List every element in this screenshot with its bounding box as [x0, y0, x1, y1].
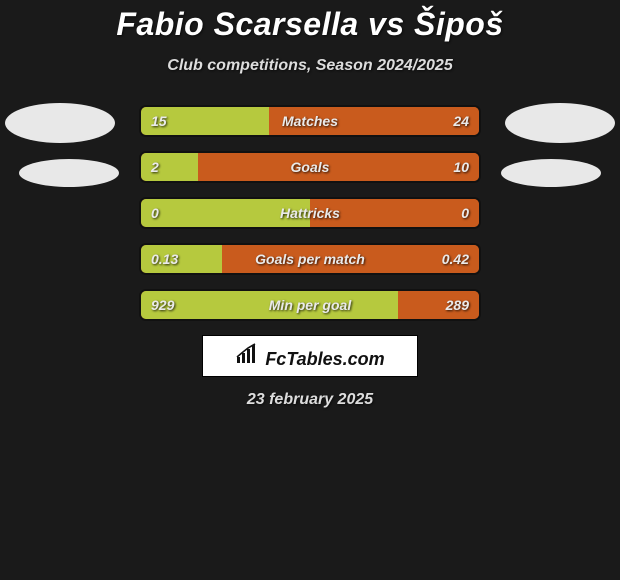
bar-segment-right — [198, 153, 479, 181]
snapshot-date: 23 february 2025 — [0, 391, 620, 409]
brand-chart-icon — [235, 343, 261, 365]
comparison-card: Fabio Scarsella vs Šipoš Club competitio… — [0, 0, 620, 409]
brand-text: FcTables.com — [265, 349, 384, 370]
bar-row: 0.13Goals per match0.42 — [139, 243, 481, 275]
brand-badge: FcTables.com — [202, 335, 418, 377]
bar-segment-right — [269, 107, 479, 135]
comparison-bars: 15Matches24 2Goals10 0Hattricks0 0.13Goals … — [139, 105, 481, 321]
team-left-badge — [19, 159, 119, 187]
bar-row: 0Hattricks0 — [139, 197, 481, 229]
bar-segment-left — [141, 291, 398, 319]
page-title: Fabio Scarsella vs Šipoš — [0, 6, 620, 43]
bar-segment-left — [141, 107, 269, 135]
team-right-badge — [501, 159, 601, 187]
bar-segment-left — [141, 153, 198, 181]
bar-segment-right — [222, 245, 479, 273]
subtitle: Club competitions, Season 2024/2025 — [0, 57, 620, 75]
bar-row: 15Matches24 — [139, 105, 481, 137]
bar-segment-left — [141, 199, 310, 227]
bar-segment-left — [141, 245, 222, 273]
player-left-avatar — [5, 103, 115, 143]
bar-segment-right — [310, 199, 479, 227]
player-right-avatar — [505, 103, 615, 143]
bar-row: 2Goals10 — [139, 151, 481, 183]
bar-segment-right — [398, 291, 479, 319]
bar-row: 929Min per goal289 — [139, 289, 481, 321]
